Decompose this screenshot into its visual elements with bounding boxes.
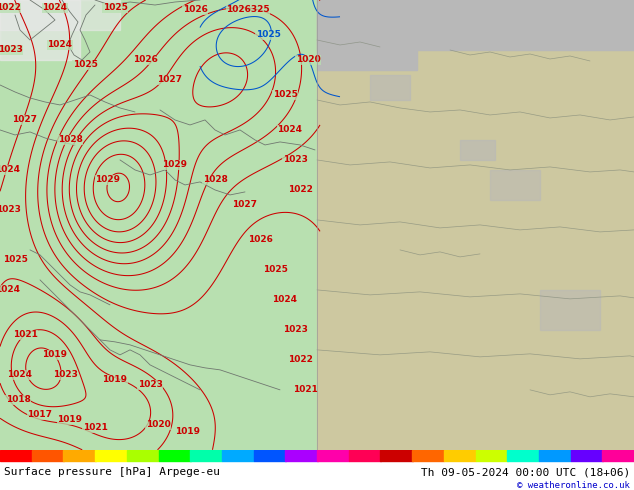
Text: Surface pressure [hPa] Arpege-eu: Surface pressure [hPa] Arpege-eu bbox=[4, 467, 220, 477]
Bar bbox=[32, 450, 64, 462]
Text: 1025: 1025 bbox=[256, 30, 280, 40]
Bar bbox=[63, 450, 96, 462]
Text: 1019: 1019 bbox=[103, 375, 127, 384]
Bar bbox=[127, 450, 159, 462]
Text: 1025: 1025 bbox=[262, 266, 287, 274]
Bar bbox=[95, 450, 127, 462]
Point bbox=[0, 446, 5, 454]
Text: 1018: 1018 bbox=[6, 395, 30, 404]
Text: 1026: 1026 bbox=[133, 55, 157, 65]
Bar bbox=[0, 450, 32, 462]
Bar bbox=[190, 450, 223, 462]
Point bbox=[0, 446, 5, 454]
Text: 1026325: 1026325 bbox=[226, 5, 270, 15]
Text: 1025: 1025 bbox=[72, 60, 98, 70]
Point bbox=[0, 446, 5, 454]
Text: 1024: 1024 bbox=[48, 41, 72, 49]
Text: 1023: 1023 bbox=[0, 205, 20, 215]
Text: 1019: 1019 bbox=[42, 350, 67, 359]
Text: 1025: 1025 bbox=[3, 255, 27, 265]
Bar bbox=[460, 140, 495, 160]
Text: 1024: 1024 bbox=[8, 370, 32, 379]
Text: 1025: 1025 bbox=[103, 3, 127, 13]
Point bbox=[0, 446, 5, 454]
Bar bbox=[412, 450, 444, 462]
Point bbox=[0, 446, 5, 454]
Point bbox=[0, 446, 5, 454]
Text: 1020: 1020 bbox=[146, 420, 171, 429]
Bar bbox=[444, 450, 476, 462]
Text: 1023: 1023 bbox=[283, 155, 307, 165]
Bar bbox=[349, 450, 381, 462]
Point bbox=[0, 446, 5, 454]
Bar bbox=[317, 0, 634, 450]
Bar bbox=[571, 450, 603, 462]
Text: 1022: 1022 bbox=[0, 3, 20, 13]
Text: 1024: 1024 bbox=[42, 3, 67, 13]
Text: 1028: 1028 bbox=[202, 175, 228, 184]
Text: 1026: 1026 bbox=[183, 5, 207, 15]
Bar bbox=[317, 0, 634, 50]
Bar bbox=[0, 0, 317, 450]
Text: 1023: 1023 bbox=[138, 380, 162, 390]
Bar bbox=[317, 450, 349, 462]
Text: 1028: 1028 bbox=[58, 135, 82, 145]
Text: 1019: 1019 bbox=[58, 416, 82, 424]
Bar bbox=[507, 450, 540, 462]
Text: 1029: 1029 bbox=[96, 175, 120, 184]
Bar bbox=[540, 290, 600, 330]
Text: 1024: 1024 bbox=[0, 166, 20, 174]
Point bbox=[0, 446, 5, 454]
Text: Th 09-05-2024 00:00 UTC (18+06): Th 09-05-2024 00:00 UTC (18+06) bbox=[421, 467, 630, 477]
Text: 1023: 1023 bbox=[0, 46, 22, 54]
Text: 1023: 1023 bbox=[283, 325, 307, 334]
Bar bbox=[254, 450, 286, 462]
Text: © weatheronline.co.uk: © weatheronline.co.uk bbox=[517, 481, 630, 490]
Text: 1029: 1029 bbox=[162, 160, 188, 170]
Text: 1024: 1024 bbox=[273, 295, 297, 304]
Bar bbox=[370, 75, 410, 100]
Bar bbox=[0, 0, 80, 60]
Text: 1017: 1017 bbox=[27, 410, 53, 419]
Text: 1027: 1027 bbox=[157, 75, 183, 84]
Bar bbox=[158, 450, 191, 462]
Point bbox=[0, 446, 5, 454]
Bar bbox=[222, 450, 254, 462]
Text: 1025: 1025 bbox=[273, 91, 297, 99]
Text: 1024: 1024 bbox=[0, 285, 20, 294]
Point bbox=[0, 446, 5, 454]
Text: 1021: 1021 bbox=[82, 423, 107, 432]
Text: 1023: 1023 bbox=[53, 370, 77, 379]
Text: 1020: 1020 bbox=[295, 55, 320, 65]
Text: 1021: 1021 bbox=[13, 330, 37, 340]
Point bbox=[0, 446, 5, 454]
Text: 1022: 1022 bbox=[288, 185, 313, 195]
Point bbox=[0, 446, 5, 454]
Text: 1027: 1027 bbox=[13, 116, 37, 124]
Text: 1019: 1019 bbox=[176, 427, 200, 436]
Text: 1024: 1024 bbox=[278, 125, 302, 134]
Bar bbox=[0, 0, 120, 30]
Bar bbox=[317, 0, 417, 70]
Point bbox=[0, 446, 5, 454]
Bar bbox=[602, 450, 634, 462]
Point bbox=[0, 446, 5, 454]
Bar bbox=[490, 170, 540, 200]
Bar bbox=[476, 450, 508, 462]
Bar bbox=[285, 450, 318, 462]
Text: 1027: 1027 bbox=[233, 200, 257, 209]
Text: 1026: 1026 bbox=[247, 235, 273, 245]
Bar bbox=[380, 450, 413, 462]
Point bbox=[0, 446, 5, 454]
Text: 1022: 1022 bbox=[288, 355, 313, 365]
Text: 1021: 1021 bbox=[292, 385, 318, 394]
Bar bbox=[539, 450, 571, 462]
Point bbox=[0, 446, 5, 454]
Point bbox=[0, 446, 5, 454]
